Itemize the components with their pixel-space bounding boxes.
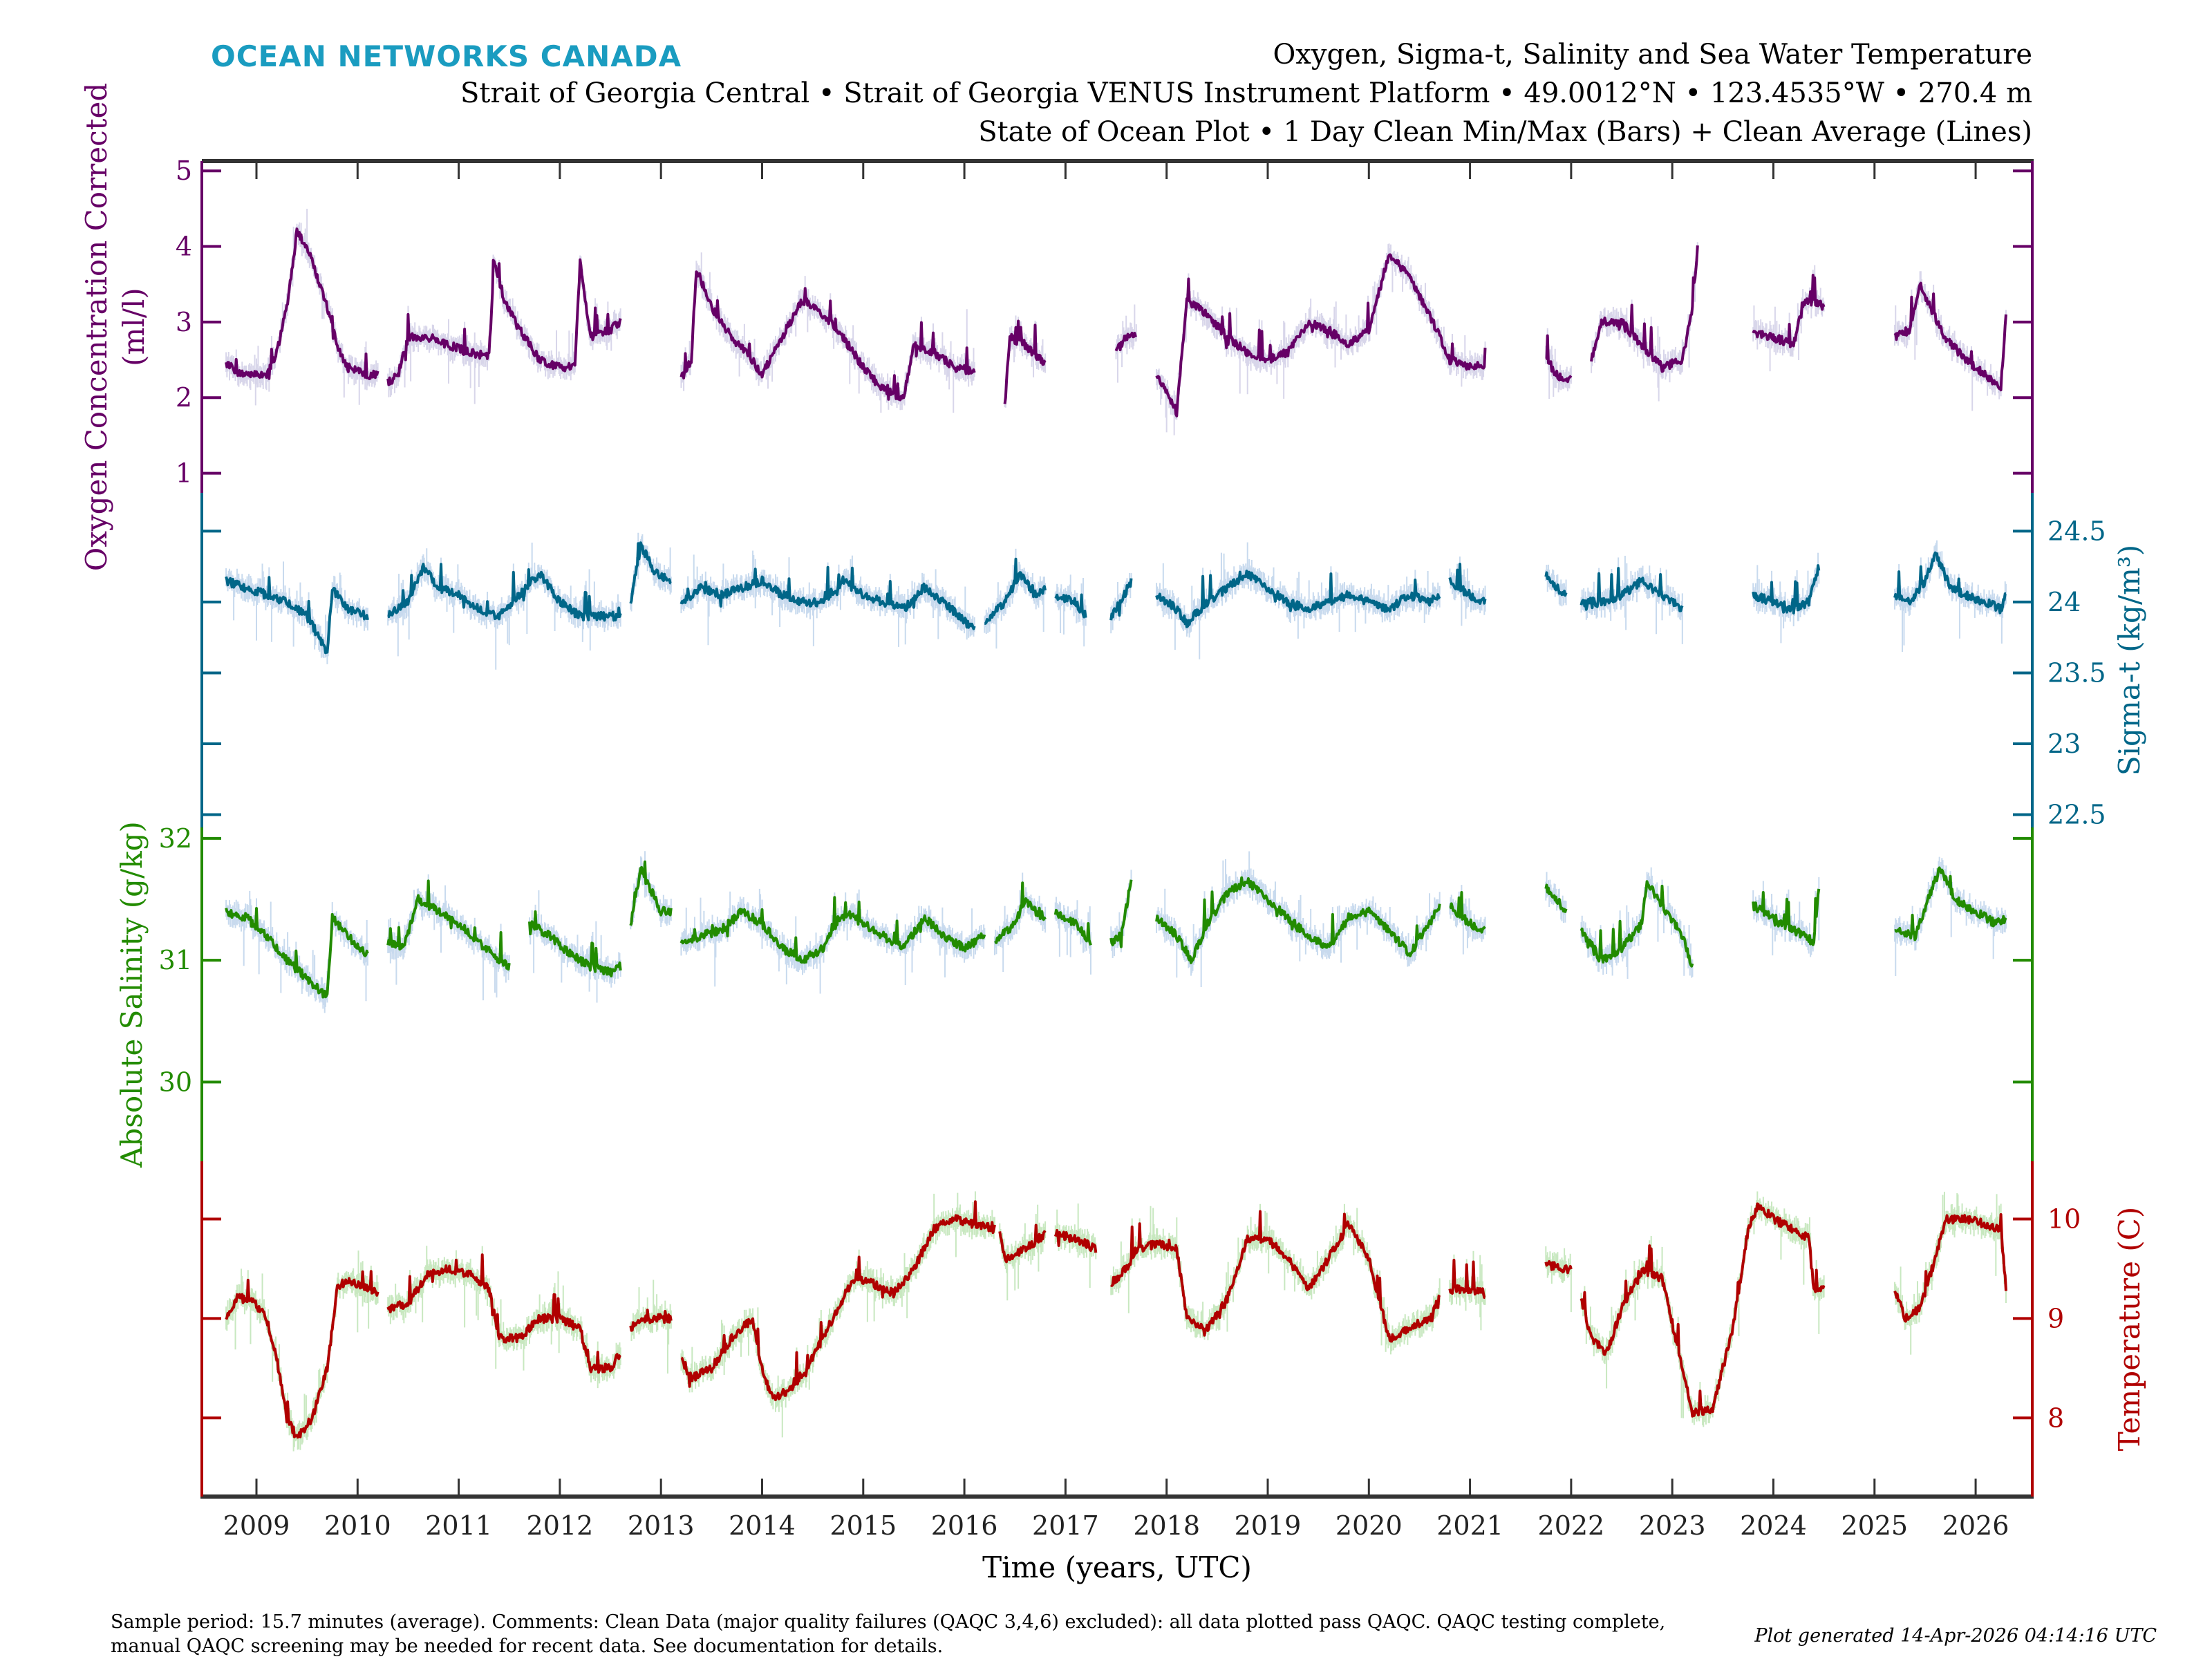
chart-subtitle-plot-type: State of Ocean Plot • 1 Day Clean Min/Ma… (978, 116, 2032, 148)
ocean-networks-canada-logo: OCEAN NETWORKS CANADA (211, 39, 682, 73)
chart-subtitle-location: Strait of Georgia Central • Strait of Ge… (460, 77, 2032, 109)
min-max-bars-layer (225, 208, 2007, 1452)
chart-title: Oxygen, Sigma-t, Salinity and Sea Water … (1273, 39, 2032, 71)
